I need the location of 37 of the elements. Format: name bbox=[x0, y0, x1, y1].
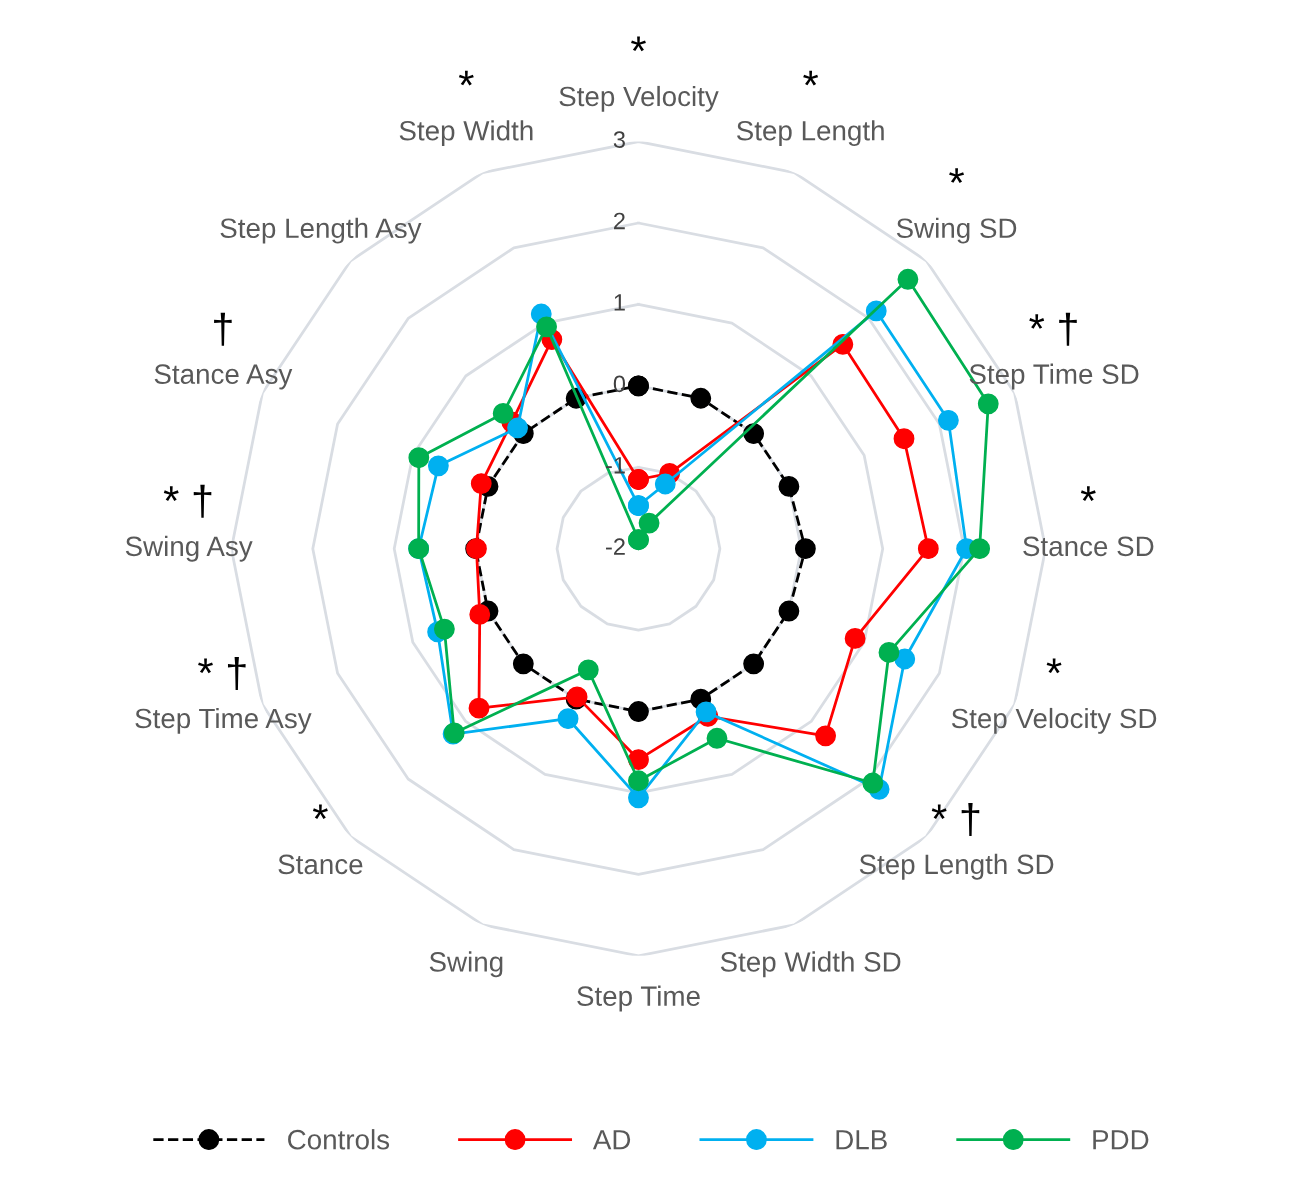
spoke-label: Step Time Asy bbox=[135, 707, 312, 734]
text: * † bbox=[198, 656, 246, 690]
legend-label: PDD bbox=[1093, 1130, 1149, 1150]
y-tick-label: 0 bbox=[613, 375, 626, 393]
legend-label: DLB bbox=[836, 1130, 887, 1150]
spoke-label: Step Time bbox=[577, 985, 700, 1012]
y-tick-label: -2 bbox=[606, 538, 625, 555]
spoke-label: Swing bbox=[429, 951, 503, 978]
text: * bbox=[631, 36, 646, 52]
y-tick-label: 1 bbox=[614, 294, 625, 311]
spoke-label: Step Length SD bbox=[859, 853, 1054, 880]
legend-label: AD bbox=[592, 1130, 631, 1150]
text: * bbox=[1046, 658, 1062, 674]
spoke-label: Step Time SD bbox=[969, 363, 1139, 390]
text: * bbox=[1080, 486, 1096, 501]
text: * † bbox=[931, 802, 980, 836]
text: * bbox=[458, 70, 474, 86]
spoke-label: Stance Asy bbox=[154, 364, 293, 390]
y-tick-label: 3 bbox=[613, 131, 625, 148]
y-tick-label: 2 bbox=[614, 212, 625, 230]
spoke-label: Stance bbox=[278, 854, 363, 875]
spoke-label: Swing SD bbox=[896, 217, 1017, 244]
spoke-label: Step Velocity SD bbox=[951, 707, 1157, 734]
text: * bbox=[312, 804, 328, 820]
text: * † bbox=[1029, 312, 1077, 346]
spoke-label: Stance SD bbox=[1023, 536, 1154, 557]
text: * bbox=[949, 168, 965, 183]
legend-label: Controls bbox=[288, 1129, 390, 1150]
text: * bbox=[803, 70, 819, 86]
spoke-label: Swing Asy bbox=[125, 535, 253, 562]
spoke-label: Step Length Asy bbox=[220, 217, 422, 244]
spoke-label: Step Velocity bbox=[559, 85, 719, 112]
text: † bbox=[214, 312, 232, 346]
spoke-label: Step Width bbox=[399, 120, 533, 147]
spoke-label: Step Width SD bbox=[720, 951, 901, 978]
spoke-label: Step Length bbox=[736, 120, 884, 147]
text: * † bbox=[163, 484, 212, 518]
